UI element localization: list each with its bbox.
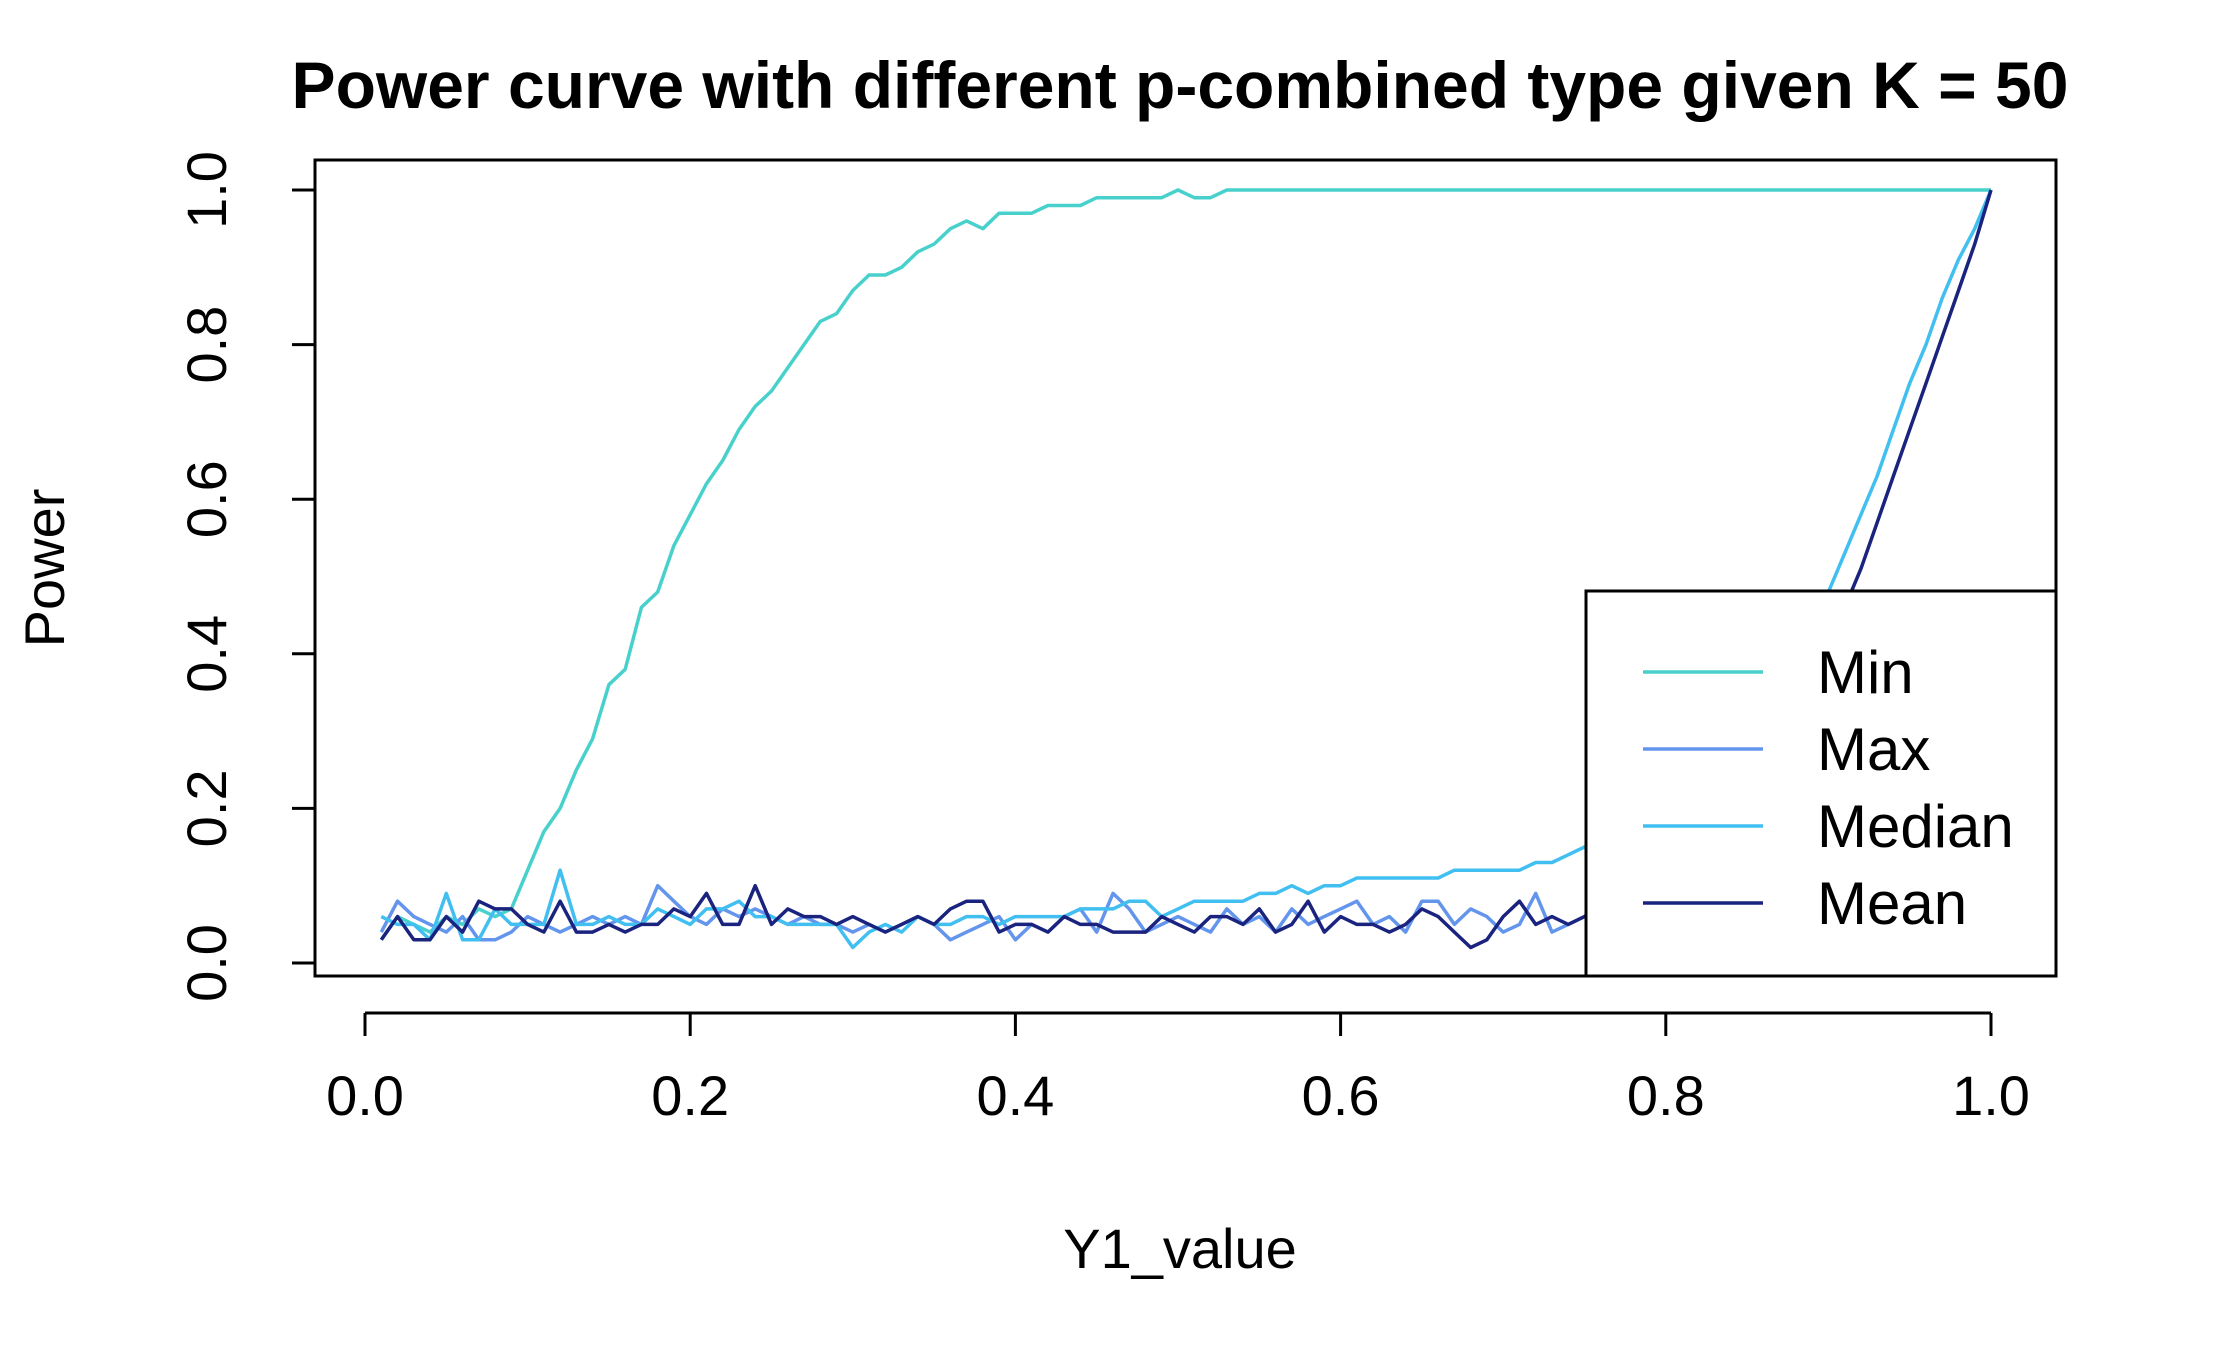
legend-box: [1584, 589, 2058, 978]
legend-label-max: Max: [1817, 716, 1930, 783]
chart-title: Power curve with different p-combined ty…: [292, 48, 2069, 122]
y-axis: 0.0 0.2 0.4 0.6 0.8 1.0: [175, 151, 317, 1002]
x-tick-label: 0.0: [326, 1064, 404, 1127]
x-tick-label: 0.4: [976, 1064, 1054, 1127]
y-tick-label: 0.4: [175, 615, 238, 693]
legend: Min Max Median Mean: [1584, 589, 2058, 978]
y-tick-label: 0.6: [175, 460, 238, 538]
series-line-min: [379, 188, 1991, 941]
y-tick-label: 1.0: [175, 151, 238, 229]
x-tick-label: 0.2: [651, 1064, 729, 1127]
y-tick-label: 0.0: [175, 924, 238, 1002]
legend-label-mean: Mean: [1817, 870, 1967, 937]
legend-label-median: Median: [1817, 793, 2014, 860]
x-tick-label: 0.6: [1302, 1064, 1380, 1127]
y-axis-label: Power: [13, 489, 76, 648]
x-tick-label: 1.0: [1952, 1064, 2030, 1127]
x-axis-label: Y1_value: [1063, 1217, 1297, 1280]
x-tick-label: 0.8: [1627, 1064, 1705, 1127]
legend-label-min: Min: [1817, 639, 1914, 706]
x-axis: 0.0 0.2 0.4 0.6 0.8 1.0: [326, 1011, 2030, 1127]
y-tick-label: 0.8: [175, 306, 238, 384]
y-tick-label: 0.2: [175, 769, 238, 847]
